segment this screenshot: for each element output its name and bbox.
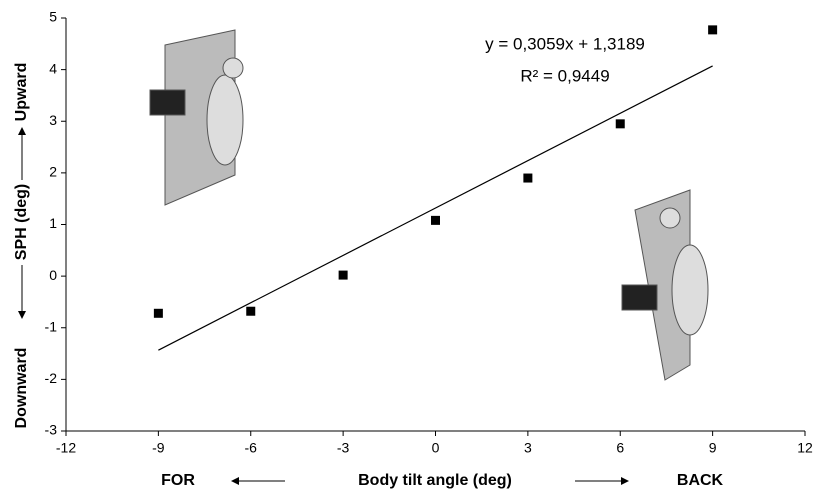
y-tick-label: -1: [45, 318, 58, 334]
x-tick-label: 12: [797, 440, 813, 456]
x-tick-label: -9: [152, 440, 165, 456]
r-squared: R² = 0,9449: [520, 66, 609, 85]
data-point: [616, 119, 625, 128]
y-axis-label: SPH (deg): [13, 184, 30, 260]
y-tick-label: -2: [45, 370, 58, 386]
y-tick-label: -3: [45, 422, 58, 438]
x-tick-label: 0: [432, 440, 440, 456]
page: {"chart_data": {"type": "scatter", "x": …: [0, 0, 814, 495]
trendline-equation: y = 0,3059x + 1,3189: [485, 34, 645, 53]
x-tick-label: -12: [56, 440, 76, 456]
illustration-downward: [622, 190, 708, 380]
y-tick-label: 1: [49, 215, 57, 231]
y-tick-label: 3: [49, 112, 57, 128]
x-tick-label: -3: [337, 440, 350, 456]
x-tick-label: 6: [616, 440, 624, 456]
x-tick-label: 3: [524, 440, 532, 456]
y-tick-label: 4: [49, 60, 57, 76]
annotation-upward: Upward: [13, 63, 30, 122]
y-tick-label: 2: [49, 164, 57, 180]
y-tick-label: 0: [49, 267, 57, 283]
data-point: [431, 216, 440, 225]
data-point: [339, 271, 348, 280]
annotation-downward: Downward: [13, 348, 30, 429]
annotation-for: FOR: [161, 472, 195, 489]
y-tick-label: 5: [49, 9, 57, 25]
x-tick-label: -6: [245, 440, 258, 456]
chart: y = 0,3059x + 1,3189 R² = 0,9449 FOR Bod…: [0, 0, 814, 495]
data-point: [154, 309, 163, 318]
x-axis-label: Body tilt angle (deg): [358, 472, 512, 489]
x-tick-label: 9: [709, 440, 717, 456]
annotation-back: BACK: [677, 472, 724, 489]
data-point: [708, 25, 717, 34]
data-point: [523, 174, 532, 183]
data-point: [246, 307, 255, 316]
illustration-upward: [150, 30, 243, 205]
